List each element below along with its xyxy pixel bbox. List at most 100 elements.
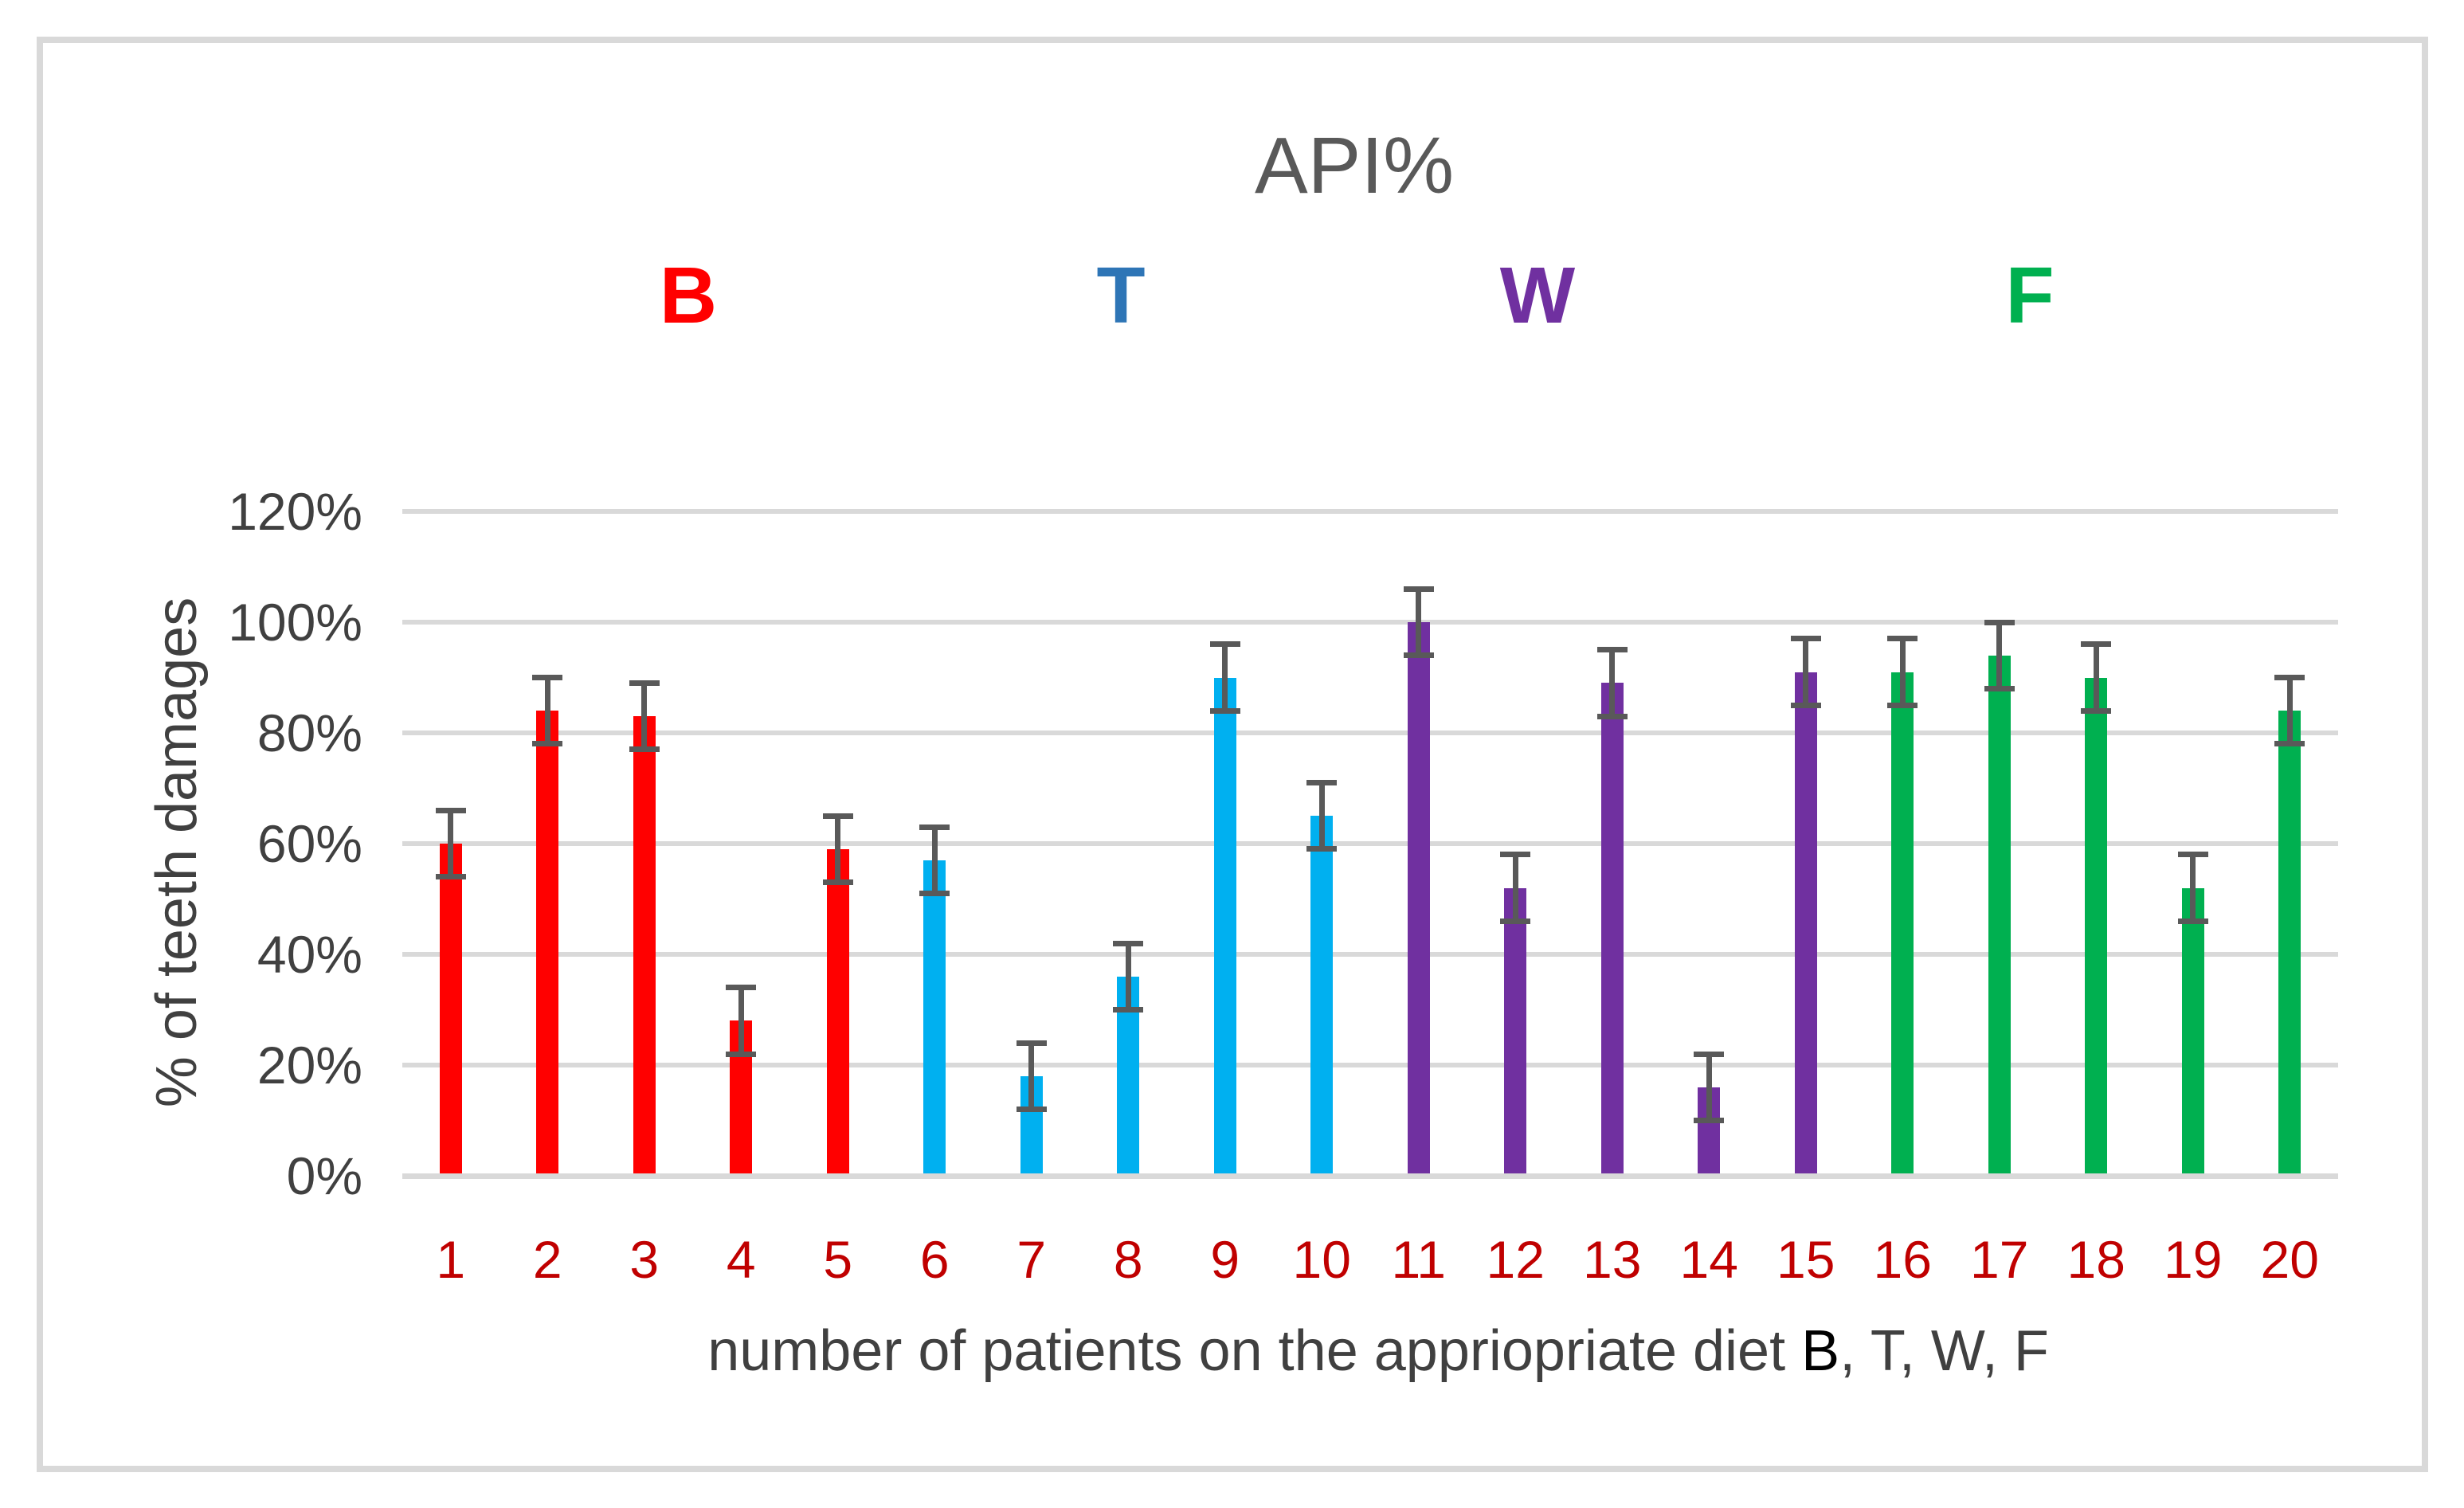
error-cap-top-11 [1403, 586, 1434, 592]
x-tick-18: 18 [2066, 1230, 2125, 1289]
error-cap-bottom-7 [1016, 1107, 1047, 1113]
gridline-80 [402, 730, 2338, 735]
error-cap-top-12 [1500, 852, 1531, 858]
x-axis-line [402, 1173, 2338, 1179]
bar-1 [439, 844, 462, 1176]
x-axis-title-segment-1: B [1801, 1319, 1840, 1383]
error-bar-4 [738, 987, 744, 1055]
error-cap-top-16 [1887, 636, 1918, 642]
error-cap-bottom-8 [1113, 1007, 1144, 1013]
y-tick-40: 40% [257, 925, 362, 984]
x-tick-8: 8 [1113, 1230, 1143, 1289]
x-tick-2: 2 [532, 1230, 562, 1289]
x-axis-title-segment-0: number of patients on the appriopriate d… [707, 1319, 1802, 1383]
error-cap-top-19 [2177, 852, 2208, 858]
error-cap-bottom-18 [2081, 707, 2112, 714]
error-bar-2 [544, 677, 550, 744]
error-cap-top-5 [822, 813, 853, 819]
legend-letter-F: F [2005, 251, 2055, 340]
bar-17 [1988, 655, 2011, 1176]
x-tick-5: 5 [823, 1230, 853, 1289]
error-cap-top-17 [1984, 619, 2015, 625]
error-bar-14 [1706, 1054, 1712, 1121]
bar-13 [1600, 683, 1624, 1176]
error-cap-top-20 [2274, 675, 2305, 680]
error-cap-top-9 [1209, 641, 1240, 648]
error-cap-bottom-3 [629, 746, 660, 753]
x-tick-9: 9 [1210, 1230, 1240, 1289]
gridline-60 [402, 841, 2338, 846]
gridline-120 [402, 509, 2338, 514]
error-bar-1 [448, 810, 454, 877]
error-bar-16 [1899, 638, 1906, 706]
legend-letter-T: T [1096, 251, 1146, 340]
gridline-20 [402, 1063, 2338, 1067]
x-tick-17: 17 [1970, 1230, 2029, 1289]
error-cap-bottom-16 [1887, 702, 1918, 708]
error-cap-top-10 [1306, 780, 1338, 786]
error-cap-top-1 [435, 807, 466, 813]
error-bar-12 [1512, 854, 1518, 922]
error-cap-bottom-6 [919, 891, 950, 897]
error-cap-bottom-20 [2274, 741, 2305, 747]
error-cap-bottom-9 [1209, 707, 1240, 714]
y-tick-0: 0% [286, 1146, 362, 1205]
error-cap-bottom-1 [435, 874, 466, 880]
error-bar-11 [1416, 589, 1422, 656]
y-axis-title: % of teeth damages [145, 597, 209, 1108]
error-cap-bottom-17 [1984, 685, 2015, 691]
bar-15 [1794, 672, 1817, 1176]
bar-6 [923, 860, 946, 1176]
x-tick-16: 16 [1873, 1230, 1932, 1289]
error-bar-19 [2190, 854, 2196, 922]
error-bar-9 [1222, 644, 1228, 711]
bar-18 [2085, 677, 2108, 1176]
y-tick-120: 120% [228, 482, 362, 541]
error-cap-bottom-13 [1596, 713, 1628, 719]
error-cap-top-4 [726, 985, 757, 991]
error-cap-top-2 [532, 675, 563, 680]
error-cap-bottom-14 [1694, 1118, 1725, 1123]
x-tick-1: 1 [436, 1230, 466, 1289]
x-tick-11: 11 [1391, 1230, 1446, 1289]
x-tick-15: 15 [1777, 1230, 1835, 1289]
error-bar-10 [1318, 782, 1325, 849]
x-tick-3: 3 [629, 1230, 660, 1289]
y-tick-60: 60% [257, 814, 362, 873]
bar-9 [1213, 677, 1236, 1176]
bar-5 [826, 848, 849, 1176]
bar-2 [536, 711, 559, 1176]
error-bar-5 [835, 816, 841, 883]
legend-letter-W: W [1499, 251, 1576, 340]
x-tick-19: 19 [2164, 1230, 2223, 1289]
bar-11 [1407, 622, 1430, 1176]
error-cap-top-8 [1113, 940, 1144, 946]
bar-19 [2181, 887, 2204, 1176]
error-bar-20 [2286, 677, 2293, 744]
error-cap-bottom-19 [2177, 918, 2208, 924]
x-axis-title-segment-2: , T, W, F [1839, 1319, 2049, 1383]
y-tick-80: 80% [257, 703, 362, 762]
legend-letter-B: B [659, 251, 718, 340]
error-bar-8 [1125, 943, 1131, 1010]
error-bar-3 [641, 683, 648, 750]
chart-title: API% [1254, 121, 1455, 210]
gridline-100 [402, 620, 2338, 625]
error-cap-top-6 [919, 824, 950, 830]
bar-3 [633, 716, 656, 1176]
error-cap-bottom-11 [1403, 652, 1434, 659]
x-tick-12: 12 [1486, 1230, 1545, 1289]
y-tick-20: 20% [257, 1036, 362, 1095]
x-tick-14: 14 [1679, 1230, 1738, 1289]
error-cap-bottom-5 [822, 879, 853, 886]
error-bar-7 [1028, 1043, 1035, 1110]
x-tick-13: 13 [1583, 1230, 1642, 1289]
error-bar-6 [931, 827, 938, 894]
error-cap-bottom-12 [1500, 918, 1531, 924]
x-tick-20: 20 [2260, 1230, 2319, 1289]
error-cap-top-14 [1694, 1051, 1725, 1057]
error-cap-bottom-2 [532, 741, 563, 747]
error-bar-17 [1996, 622, 2003, 689]
error-cap-top-18 [2081, 641, 2112, 648]
error-bar-15 [1803, 638, 1809, 706]
